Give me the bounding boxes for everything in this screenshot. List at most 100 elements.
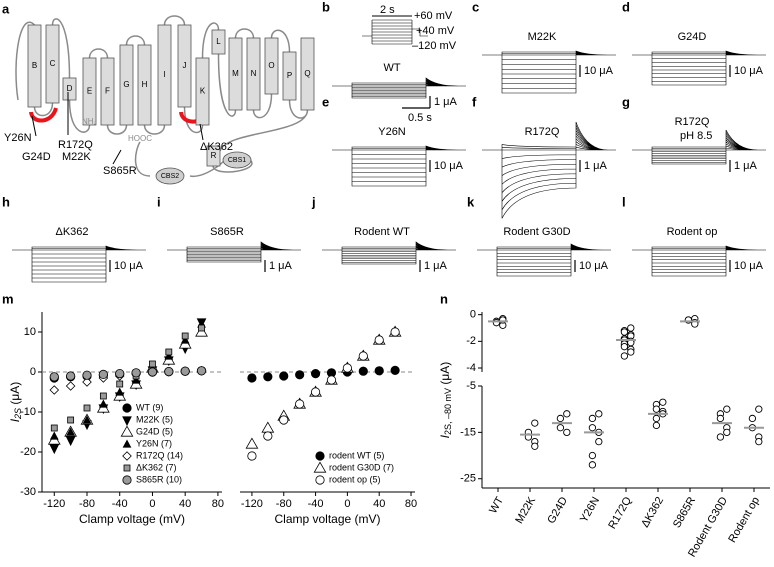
marker bbox=[342, 363, 352, 373]
panel-label: d bbox=[622, 0, 630, 14]
x-axis-label: Clamp voltage (mV) bbox=[79, 512, 185, 526]
current-trace bbox=[632, 129, 766, 165]
y-tick-label: -5 bbox=[466, 380, 476, 392]
legend-label: ΔK362 (7) bbox=[136, 462, 177, 472]
y-tick-label: 10 bbox=[24, 326, 36, 338]
current-trace bbox=[332, 77, 466, 99]
current-trace bbox=[167, 241, 301, 263]
protocol-label: +40 mV bbox=[416, 25, 455, 37]
x-tick-label: 0 bbox=[344, 498, 350, 510]
scale-label: 10 μA bbox=[114, 260, 144, 272]
marker bbox=[165, 348, 173, 356]
marker bbox=[247, 451, 257, 461]
data-point bbox=[531, 419, 539, 427]
trace-name: S865R bbox=[210, 226, 244, 238]
marker bbox=[358, 351, 368, 361]
marker bbox=[49, 385, 60, 395]
mutation-label: S865R bbox=[103, 165, 137, 177]
voltage-protocol bbox=[362, 19, 428, 45]
legend-label: WT (9) bbox=[136, 402, 163, 412]
trace-condition: pH 8.5 bbox=[680, 130, 712, 142]
marker bbox=[147, 367, 158, 377]
marker bbox=[149, 360, 156, 368]
scale-label: 10 μA bbox=[584, 65, 614, 77]
marker bbox=[82, 370, 92, 380]
marker bbox=[131, 375, 141, 384]
current-trace bbox=[477, 243, 611, 277]
x-axis-label: Clamp voltage (mV) bbox=[274, 512, 380, 526]
x-tick-label: M22K bbox=[513, 494, 538, 525]
helix-label: O bbox=[268, 61, 274, 70]
panel-label: b bbox=[322, 0, 330, 14]
x-tick-label: 0 bbox=[149, 498, 155, 510]
trace-name: G24D bbox=[678, 31, 707, 43]
data-point bbox=[755, 405, 763, 413]
panel-label: m bbox=[2, 291, 14, 306]
terminus-label: NH₂ bbox=[82, 117, 97, 126]
panel-label: i bbox=[157, 194, 161, 209]
marker bbox=[263, 431, 273, 441]
y-tick-label: -20 bbox=[20, 446, 36, 458]
legend-label: rodent op (5) bbox=[329, 474, 381, 484]
helix-label: F bbox=[105, 87, 110, 96]
marker bbox=[181, 332, 189, 340]
marker bbox=[115, 368, 125, 379]
marker bbox=[279, 371, 289, 381]
panel-label: k bbox=[467, 194, 475, 209]
helix-label: J bbox=[183, 61, 187, 70]
panel-label: e bbox=[322, 94, 329, 109]
legend-label: S865R (10) bbox=[136, 474, 182, 484]
marker bbox=[115, 387, 125, 396]
marker bbox=[65, 436, 76, 447]
marker bbox=[245, 437, 259, 449]
current-trace bbox=[632, 245, 766, 277]
marker bbox=[99, 392, 107, 400]
data-point bbox=[620, 328, 629, 336]
data-point bbox=[723, 405, 731, 413]
marker bbox=[180, 366, 190, 376]
helix-label: H bbox=[142, 80, 148, 89]
data-point bbox=[556, 414, 565, 423]
data-point bbox=[716, 414, 725, 423]
mutation-label: ΔK362 bbox=[200, 141, 233, 153]
legend-marker bbox=[120, 425, 134, 437]
helix bbox=[195, 57, 210, 126]
helix-label: I bbox=[163, 70, 165, 79]
mutation-label: M22K bbox=[62, 151, 91, 163]
panel-label: c bbox=[472, 0, 479, 14]
marker bbox=[295, 370, 305, 380]
legend-marker bbox=[122, 439, 132, 448]
marker bbox=[310, 387, 321, 397]
helix-label: D bbox=[67, 84, 73, 93]
protocol-label: –120 mV bbox=[412, 40, 457, 52]
marker bbox=[374, 335, 384, 345]
mutation-label: Y26N bbox=[4, 132, 32, 144]
scale-label: 10 μA bbox=[579, 260, 609, 272]
marker bbox=[67, 416, 75, 424]
legend-label: Y26N (7) bbox=[136, 438, 172, 448]
marker bbox=[49, 431, 59, 440]
current-trace bbox=[12, 245, 146, 283]
current-trace bbox=[482, 50, 616, 94]
mutation-label: G24D bbox=[22, 151, 51, 163]
marker bbox=[358, 366, 368, 376]
helix bbox=[27, 24, 42, 108]
domain-label: CBS2 bbox=[161, 173, 179, 180]
marker bbox=[390, 327, 400, 337]
trace-name: Y26N bbox=[378, 126, 406, 138]
x-tick-label: G24D bbox=[545, 495, 570, 526]
data-point bbox=[652, 405, 661, 413]
scale-label: 0.5 s bbox=[408, 112, 432, 124]
marker bbox=[198, 324, 205, 332]
helix-label: K bbox=[200, 87, 206, 96]
x-tick-label: S865R bbox=[671, 495, 698, 530]
legend-marker bbox=[122, 451, 132, 461]
scale-label: 1 μA bbox=[424, 260, 448, 272]
x-tick-label: ΔK362 bbox=[639, 495, 666, 530]
data-point bbox=[716, 433, 725, 441]
y-tick-label: 0 bbox=[470, 309, 476, 321]
data-point bbox=[595, 410, 603, 418]
helix-label: Q bbox=[304, 69, 310, 78]
helix bbox=[228, 37, 243, 111]
helix bbox=[211, 29, 226, 55]
